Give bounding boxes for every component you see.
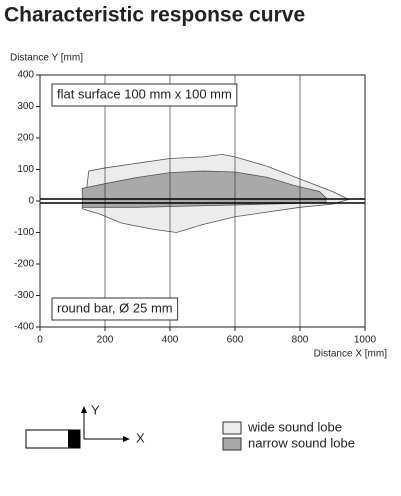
x-axis-label: Distance X [mm] (314, 349, 388, 360)
y-tick-label: -400 (14, 322, 34, 333)
annotation-box (51, 83, 238, 107)
lobe-area (81, 170, 327, 208)
annotation: flat surface 100 mm x 100 mm (57, 86, 232, 101)
x-arrowhead (123, 436, 130, 442)
legend-label: wide sound lobe (247, 419, 342, 434)
x-tick-label: 800 (292, 335, 309, 346)
y-tick-label: -200 (14, 259, 34, 270)
chart-title: Characteristic response curve (4, 4, 305, 27)
legend-swatch (222, 421, 242, 435)
y-tick-label: -300 (14, 290, 34, 301)
legend-label: narrow sound lobe (248, 435, 355, 450)
sensor-icon: Y X (25, 402, 145, 449)
x-tick-label: 400 (162, 335, 179, 346)
y-tick-label: 200 (17, 133, 34, 144)
x-tick-label: 200 (97, 335, 114, 346)
x-tick-label: 600 (227, 335, 244, 346)
y-direction-label: Y (91, 402, 100, 417)
plot-area (36, 74, 366, 331)
annotation: round bar, Ø 25 mm (57, 300, 173, 315)
y-arrowhead (81, 406, 87, 413)
x-tick-label: 1000 (354, 335, 377, 346)
sensor-head (68, 430, 80, 448)
annotation-box (51, 297, 179, 321)
y-tick-label: 400 (17, 70, 34, 81)
plot-border (39, 74, 366, 328)
x-direction-label: X (136, 430, 145, 445)
legend-swatch (222, 437, 242, 451)
x-tick-label: 0 (37, 335, 43, 346)
y-axis-label: Distance Y [mm] (10, 53, 83, 64)
y-tick-label: 100 (17, 164, 34, 175)
y-tick-label: -100 (14, 227, 34, 238)
y-tick-label: 300 (17, 101, 34, 112)
y-tick-label: 0 (28, 196, 34, 207)
